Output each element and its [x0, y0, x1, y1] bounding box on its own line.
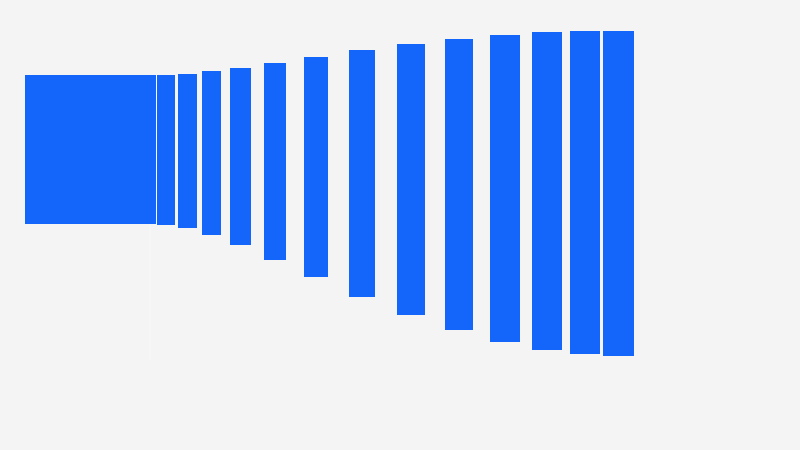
receding-panel-9 [445, 39, 473, 330]
receding-panel-1 [157, 75, 175, 225]
receding-panel-8 [397, 44, 425, 315]
receding-panel-2 [178, 74, 197, 228]
receding-panel-3 [202, 71, 221, 235]
receding-panel-6 [304, 57, 328, 277]
receding-panel-12 [570, 31, 600, 354]
receding-panel-11 [532, 32, 562, 350]
receding-panel-5 [264, 63, 286, 260]
receding-panel-10 [490, 35, 520, 342]
receding-panel-7 [349, 50, 375, 297]
receding-panel-4 [230, 68, 251, 245]
receding-panel-13 [603, 31, 634, 356]
front-panel [25, 75, 156, 224]
